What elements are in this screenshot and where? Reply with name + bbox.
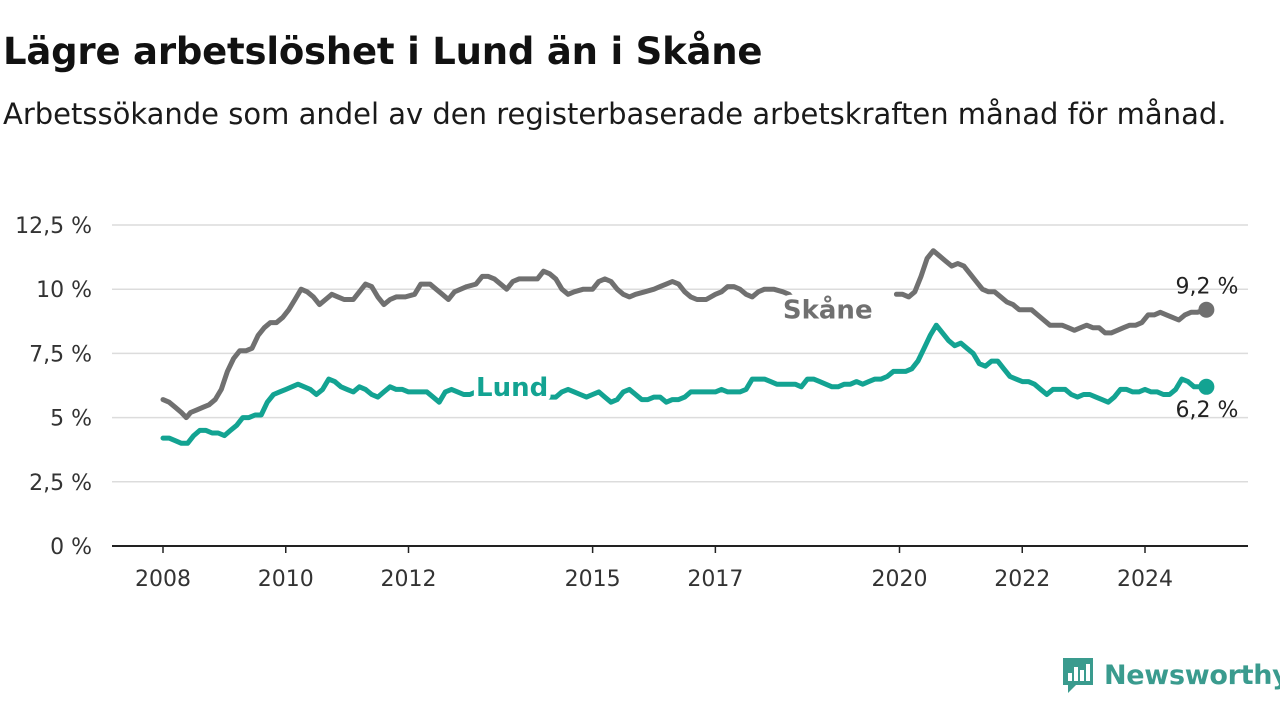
series-label-halo-skne: Skåne: [783, 294, 873, 326]
end-value-label-skne: 9,2 %: [1175, 275, 1238, 300]
end-marker-skne: [1198, 301, 1215, 318]
brand-logo: Newsworthy: [1060, 655, 1280, 695]
x-tick-label: 2015: [565, 567, 621, 592]
end-value-label-lund: 6,2 %: [1175, 398, 1238, 423]
x-tick-label: 2008: [135, 567, 191, 592]
x-tick-label: 2012: [381, 567, 437, 592]
x-tick-label: 2024: [1117, 567, 1173, 592]
series-line-lund: [160, 322, 1209, 446]
series-label-skne: Skåne: [783, 294, 873, 326]
brand-name: Newsworthy: [1104, 659, 1280, 691]
end-marker-lund: [1198, 378, 1215, 395]
series-line-skne: [160, 248, 1209, 421]
y-tick-label: 12,5 %: [15, 214, 92, 239]
y-tick-label: 10 %: [36, 278, 92, 303]
y-tick-label: 0 %: [50, 535, 92, 560]
y-tick-label: 2,5 %: [29, 471, 92, 496]
x-tick-label: 2020: [872, 567, 928, 592]
page-subtitle: Arbetssökande som andel av den registerb…: [3, 97, 1227, 131]
x-tick-label: 2017: [687, 567, 743, 592]
y-tick-label: 5 %: [50, 407, 92, 432]
series-label-lund: Lund: [476, 373, 548, 403]
newsworthy-logo-icon: [1063, 658, 1093, 693]
page-title: Lägre arbetslöshet i Lund än i Skåne: [3, 30, 763, 73]
y-tick-label: 7,5 %: [29, 342, 92, 367]
series-label-halo-lund: Lund: [476, 373, 548, 403]
x-tick-label: 2010: [258, 567, 314, 592]
x-tick-label: 2022: [994, 567, 1050, 592]
